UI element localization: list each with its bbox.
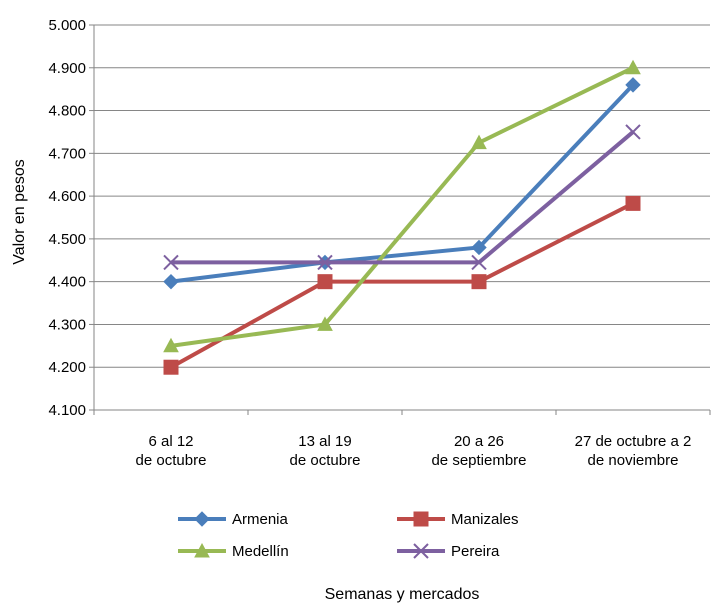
legend-label: Medellín — [232, 543, 289, 560]
point-marker-stroke — [625, 124, 641, 140]
series-group — [163, 59, 641, 375]
point-marker — [317, 316, 333, 331]
series-armenia — [163, 77, 641, 290]
y-tick-label: 4.700 — [48, 145, 86, 162]
y-axis-title: Valor en pesos — [11, 159, 28, 265]
point-marker — [317, 254, 333, 271]
x-tick-label: 27 de octubre a 2 de noviembre — [575, 433, 692, 469]
point-marker — [625, 195, 641, 211]
series-pereira — [163, 124, 641, 271]
point-marker — [317, 274, 333, 290]
point-marker — [471, 239, 487, 256]
y-tick-label: 4.600 — [48, 188, 86, 205]
point-marker — [625, 124, 641, 140]
point-marker — [163, 359, 179, 375]
legend-item-manizales: Manizales — [397, 511, 519, 528]
point-marker — [194, 542, 210, 558]
y-tick-label: 4.500 — [48, 231, 86, 248]
legend-label: Manizales — [451, 511, 519, 528]
point-marker-stroke — [163, 254, 179, 271]
legend-item-medellín: Medellín — [178, 542, 289, 560]
y-tick-label: 4.900 — [48, 60, 86, 77]
x-tick-label: 13 al 19 de octubre — [290, 433, 361, 469]
y-tick-label: 5.000 — [48, 17, 86, 34]
point-marker — [163, 337, 179, 353]
point-marker — [625, 77, 641, 93]
x-tick-labels: 6 al 12 de octubre 13 al 19 de octubre 20 a … — [136, 433, 692, 469]
point-marker-stroke — [413, 543, 429, 559]
point-marker — [625, 59, 641, 75]
point-marker — [471, 254, 487, 271]
legend-label: Pereira — [451, 543, 500, 560]
point-marker — [194, 511, 210, 527]
series-manizales — [163, 195, 641, 375]
point-marker — [413, 543, 429, 559]
legend: Armenia Manizales Medellín Pereira — [178, 511, 519, 560]
point-marker — [163, 273, 179, 290]
legend-item-armenia: Armenia — [178, 511, 289, 528]
series-line — [171, 130, 635, 265]
series-line — [170, 65, 634, 348]
point-marker-stroke — [317, 254, 333, 271]
x-axis-title: Semanas y mercados — [325, 586, 480, 603]
legend-label: Armenia — [232, 511, 289, 528]
y-tick-label: 4.100 — [48, 402, 86, 419]
y-tick-label: 4.800 — [48, 103, 86, 120]
x-tick-label: 6 al 12 de octubre — [136, 433, 207, 469]
point-marker-stroke — [471, 254, 487, 271]
series-line — [170, 83, 635, 284]
point-marker — [471, 274, 487, 290]
y-tick-label: 4.300 — [48, 316, 86, 333]
legend-item-pereira: Pereira — [397, 543, 500, 560]
axes — [89, 24, 711, 415]
y-tick-labels: 4.100 4.200 4.300 4.400 4.500 4.600 4.700 4.800… — [48, 17, 86, 419]
point-marker — [163, 254, 179, 271]
series-line — [170, 201, 634, 369]
point-marker — [471, 134, 487, 150]
point-marker — [413, 511, 429, 527]
gridlines — [94, 24, 710, 411]
series-medellín — [163, 59, 641, 353]
y-tick-label: 4.200 — [48, 359, 86, 376]
x-tick-label: 20 a 26 de septiembre — [431, 433, 526, 469]
y-tick-label: 4.400 — [48, 274, 86, 291]
